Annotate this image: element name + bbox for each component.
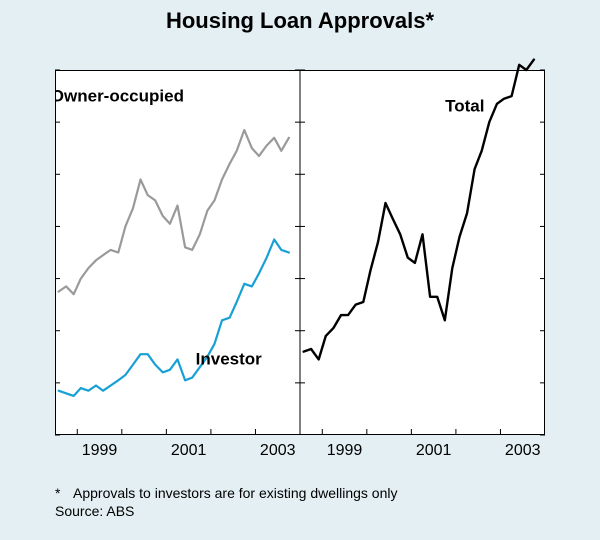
svg-text:2003: 2003 [505, 442, 541, 459]
svg-text:Owner-occupied: Owner-occupied [55, 86, 184, 105]
svg-text:2001: 2001 [171, 442, 207, 459]
svg-text:1999: 1999 [327, 442, 363, 459]
svg-text:Total: Total [445, 97, 484, 116]
svg-text:1999: 1999 [82, 442, 118, 459]
chart-container: Housing Loan Approvals* 1234567845678910… [0, 0, 600, 540]
svg-text:2001: 2001 [416, 442, 452, 459]
svg-text:2003: 2003 [260, 442, 296, 459]
svg-text:Investor: Investor [196, 350, 263, 369]
chart-title: Housing Loan Approvals* [0, 8, 600, 34]
footnote-line2: Source: ABS [55, 503, 134, 519]
footnote-star: * [55, 485, 73, 503]
footnote-line1: Approvals to investors are for existing … [73, 485, 398, 501]
plot-area: 123456784567891011$b$b199920012003199920… [55, 45, 545, 475]
chart-svg: 123456784567891011$b$b199920012003199920… [55, 45, 545, 475]
chart-footnote: *Approvals to investors are for existing… [55, 485, 398, 520]
